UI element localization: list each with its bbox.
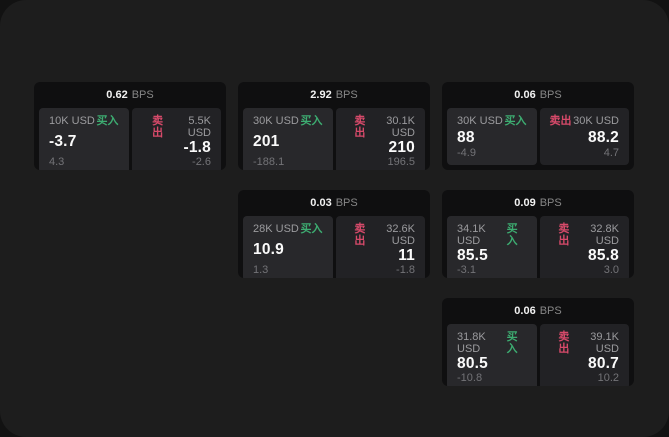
buy-delta: 1.3: [253, 264, 269, 276]
sell-quote-tile[interactable]: 卖出 30.1K USD 210 196.5: [335, 108, 425, 170]
buy-amount: 34.1K USD: [457, 223, 486, 247]
buy-price: 10.9: [253, 241, 284, 258]
sell-quote-tile[interactable]: 卖出 32.8K USD 85.8 3.0: [539, 216, 629, 278]
quote-grid: 0.62 BPS 10K USD 买入 -3.7 4.3 卖出 5.5K USD: [34, 82, 634, 386]
spread-value: 0.06: [514, 89, 536, 101]
spread-value: 2.92: [310, 89, 332, 101]
sell-delta: -1.8: [396, 264, 415, 276]
spread-header: 0.09 BPS: [442, 190, 634, 214]
buy-delta: -4.9: [457, 147, 476, 159]
buy-quote-tile[interactable]: 31.8K USD 买入 80.5 -10.8: [447, 324, 537, 386]
sell-side-label: 卖出: [354, 223, 366, 247]
sell-side-label: 卖出: [549, 115, 572, 127]
spread-header: 0.06 BPS: [442, 82, 634, 106]
spread-value: 0.03: [310, 197, 332, 209]
quote-card: 0.62 BPS 10K USD 买入 -3.7 4.3 卖出 5.5K USD: [34, 82, 226, 170]
quote-tiles: 31.8K USD 买入 80.5 -10.8 卖出 39.1K USD 80.…: [442, 322, 634, 386]
sell-amount: 32.8K USD: [590, 223, 619, 247]
buy-price: -3.7: [49, 133, 77, 150]
spread-header: 0.03 BPS: [238, 190, 430, 214]
buy-quote-tile[interactable]: 28K USD 买入 10.9 1.3: [243, 216, 333, 278]
sell-price: 85.8: [588, 247, 619, 264]
quote-tiles: 10K USD 买入 -3.7 4.3 卖出 5.5K USD -1.8 -2.…: [34, 106, 226, 170]
spread-unit: BPS: [539, 197, 562, 209]
buy-delta: 4.3: [49, 156, 65, 168]
buy-amount: 30K USD: [253, 115, 299, 127]
sell-amount: 32.6K USD: [386, 223, 415, 247]
sell-price: 80.7: [588, 355, 619, 372]
quote-card: 0.06 BPS 30K USD 买入 88 -4.9 卖出 30K USD: [442, 82, 634, 170]
buy-quote-tile[interactable]: 30K USD 买入 201 -188.1: [243, 108, 333, 170]
spread-unit: BPS: [539, 305, 562, 317]
buy-side-label: 买入: [506, 331, 518, 355]
spread-header: 0.62 BPS: [34, 82, 226, 106]
sell-quote-tile[interactable]: 卖出 5.5K USD -1.8 -2.6: [131, 108, 221, 170]
sell-side-label: 卖出: [354, 115, 366, 139]
buy-amount: 28K USD: [253, 223, 299, 235]
sell-side-label: 卖出: [558, 223, 570, 247]
sell-side-label: 卖出: [558, 331, 570, 355]
sell-price: 210: [388, 139, 415, 156]
sell-delta: -2.6: [192, 156, 211, 168]
sell-quote-tile[interactable]: 卖出 30K USD 88.2 4.7: [539, 108, 629, 165]
sell-delta: 4.7: [603, 147, 619, 159]
sell-delta: 3.0: [603, 264, 619, 276]
quote-card: 2.92 BPS 30K USD 买入 201 -188.1 卖出 30.1K …: [238, 82, 430, 170]
sell-delta: 10.2: [597, 372, 619, 384]
quote-tiles: 30K USD 买入 88 -4.9 卖出 30K USD 88.2 4.7: [442, 106, 634, 170]
buy-side-label: 买入: [504, 115, 527, 127]
spread-unit: BPS: [335, 197, 358, 209]
spread-unit: BPS: [335, 89, 358, 101]
buy-quote-tile[interactable]: 34.1K USD 买入 85.5 -3.1: [447, 216, 537, 278]
buy-side-label: 买入: [300, 223, 323, 235]
sell-delta: 196.5: [387, 156, 415, 168]
quote-card: 0.03 BPS 28K USD 买入 10.9 1.3 卖出 32.6K US…: [238, 190, 430, 278]
buy-side-label: 买入: [506, 223, 518, 247]
buy-quote-tile[interactable]: 10K USD 买入 -3.7 4.3: [39, 108, 129, 170]
quote-tiles: 28K USD 买入 10.9 1.3 卖出 32.6K USD 11 -1.8: [238, 214, 430, 278]
sell-quote-tile[interactable]: 卖出 32.6K USD 11 -1.8: [335, 216, 425, 278]
buy-price: 201: [253, 133, 280, 150]
spread-unit: BPS: [131, 89, 154, 101]
sell-amount: 30.1K USD: [386, 115, 415, 139]
spread-header: 0.06 BPS: [442, 298, 634, 322]
buy-quote-tile[interactable]: 30K USD 买入 88 -4.9: [447, 108, 537, 165]
buy-delta: -188.1: [253, 156, 285, 168]
quote-card: 0.09 BPS 34.1K USD 买入 85.5 -3.1 卖出 32.8K…: [442, 190, 634, 278]
spread-unit: BPS: [539, 89, 562, 101]
quote-card: 0.06 BPS 31.8K USD 买入 80.5 -10.8 卖出 39.1…: [442, 298, 634, 386]
spread-value: 0.06: [514, 305, 536, 317]
spread-value: 0.09: [514, 197, 536, 209]
sell-side-label: 卖出: [152, 115, 164, 139]
buy-price: 88: [457, 128, 475, 146]
buy-side-label: 买入: [96, 115, 119, 127]
spread-header: 2.92 BPS: [238, 82, 430, 106]
sell-amount: 30K USD: [573, 115, 619, 127]
sell-amount: 5.5K USD: [187, 115, 211, 139]
buy-price: 80.5: [457, 355, 488, 372]
quote-tiles: 30K USD 买入 201 -188.1 卖出 30.1K USD 210 1…: [238, 106, 430, 170]
buy-price: 85.5: [457, 247, 488, 264]
buy-delta: -3.1: [457, 264, 476, 276]
sell-price: 88.2: [588, 128, 619, 146]
buy-amount: 30K USD: [457, 115, 503, 127]
sell-price: 11: [398, 247, 415, 264]
buy-amount: 31.8K USD: [457, 331, 486, 355]
buy-delta: -10.8: [457, 372, 483, 384]
buy-side-label: 买入: [300, 115, 323, 127]
sell-quote-tile[interactable]: 卖出 39.1K USD 80.7 10.2: [539, 324, 629, 386]
quote-tiles: 34.1K USD 买入 85.5 -3.1 卖出 32.8K USD 85.8…: [442, 214, 634, 278]
spread-value: 0.62: [106, 89, 128, 101]
sell-amount: 39.1K USD: [590, 331, 619, 355]
sell-price: -1.8: [183, 139, 211, 156]
buy-amount: 10K USD: [49, 115, 95, 127]
